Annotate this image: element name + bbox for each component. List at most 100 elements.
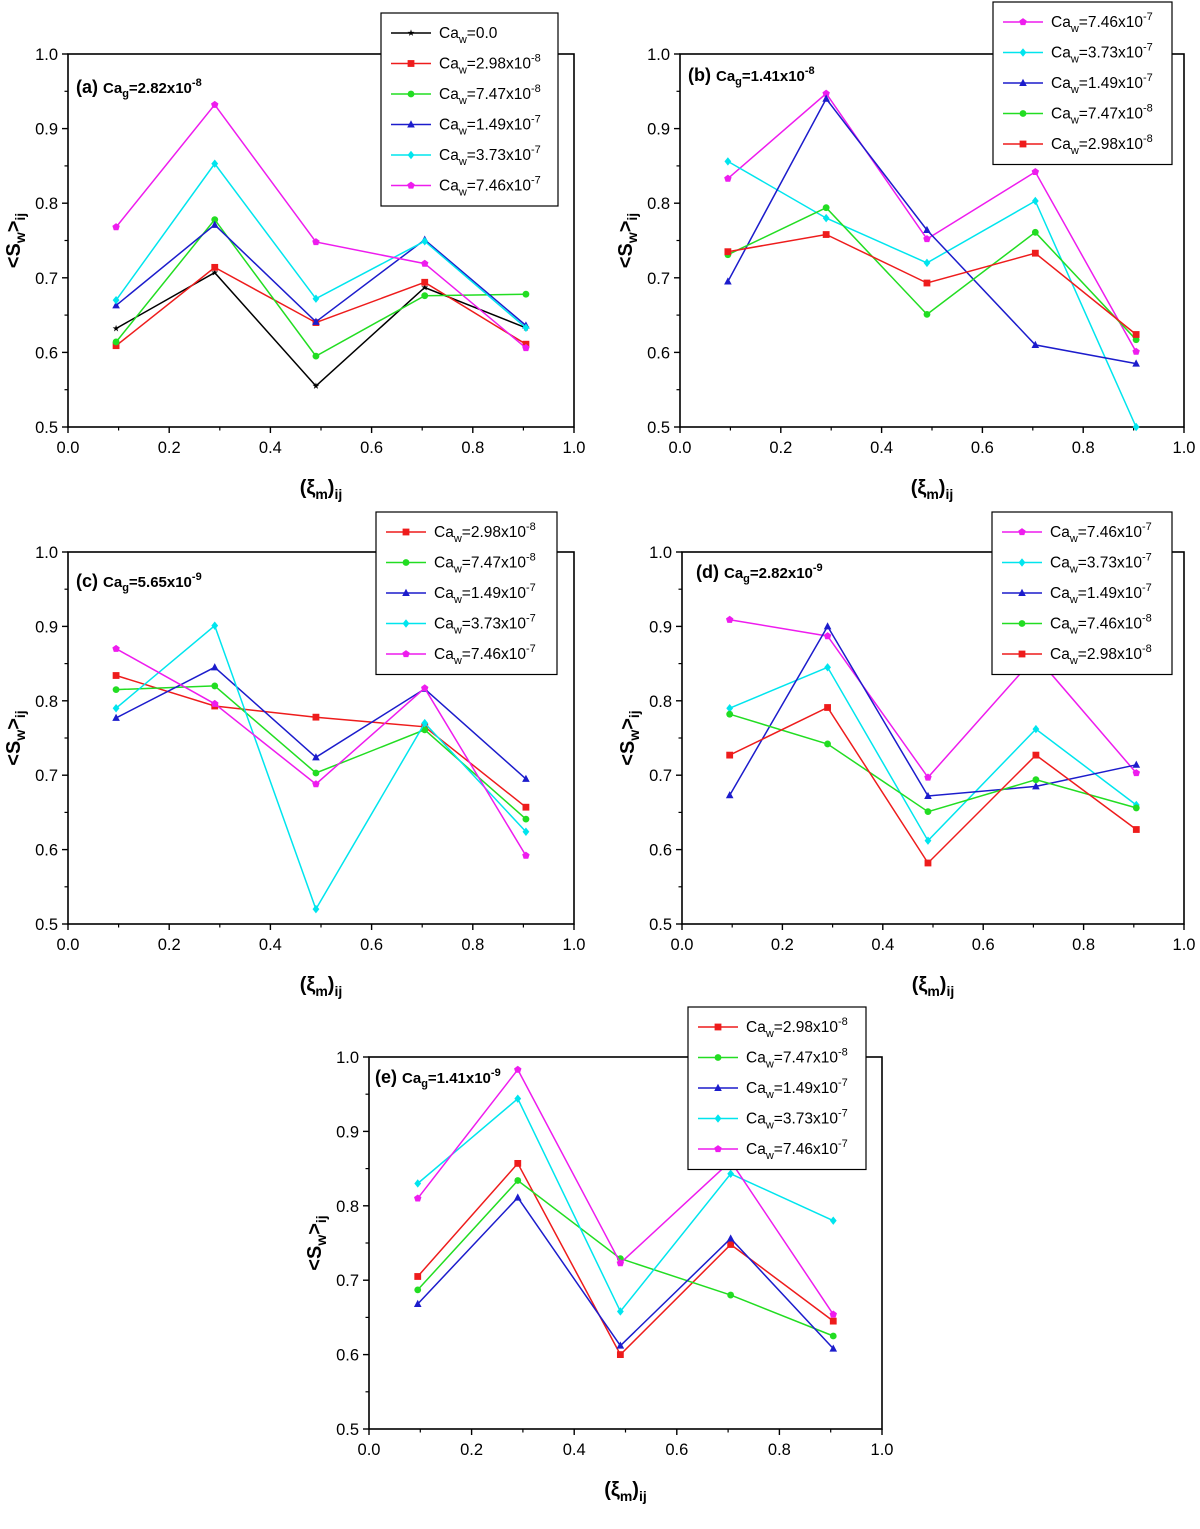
data-point bbox=[211, 268, 219, 276]
series bbox=[414, 1177, 837, 1340]
legend-marker bbox=[714, 1054, 722, 1061]
data-point bbox=[923, 225, 931, 234]
y-tick-label: 0.5 bbox=[647, 419, 670, 437]
series bbox=[112, 268, 530, 389]
x-tick-label: 0.6 bbox=[971, 439, 994, 457]
y-axis-label: <Sw>ij bbox=[3, 710, 28, 765]
x-tick-label: 0.6 bbox=[665, 1441, 688, 1459]
data-point bbox=[824, 704, 831, 711]
series bbox=[724, 204, 1140, 344]
data-point bbox=[414, 1273, 422, 1280]
panel-title: (d) Cag=2.82x10-9 bbox=[696, 562, 823, 585]
data-point bbox=[312, 769, 320, 777]
y-tick-label: 0.9 bbox=[35, 121, 58, 139]
series-line bbox=[727, 206, 1137, 341]
chart-panel: 0.0 0.2 0.4 0.6 0.8 1.0 0.5 0.6 0.7 0.8 0.9 1.0 (ξm)… bbox=[3, 12, 585, 502]
data-point bbox=[211, 263, 219, 271]
data-point bbox=[312, 713, 320, 721]
legend: Caw=7.46x10-7 Caw=3.73x10-7 Caw=1.49x10-7 C… bbox=[991, 511, 1173, 676]
legend: Caw=2.98x10-8 Caw=7.47x10-8 Caw=1.49x10-7 C… bbox=[375, 511, 558, 676]
legend-marker bbox=[1018, 588, 1026, 596]
data-point bbox=[421, 278, 429, 286]
legend: Caw=2.98x10-8 Caw=7.47x10-8 Caw=1.49x10-7 C… bbox=[687, 1006, 867, 1171]
legend-label: Caw=7.46x10-7 bbox=[746, 1138, 848, 1162]
legend-label: Caw=3.73x10-7 bbox=[1050, 552, 1152, 576]
series-line bbox=[727, 160, 1137, 428]
legend-label: Caw=1.49x10-7 bbox=[1050, 582, 1152, 606]
panel-title: (e) Cag=1.41x10-9 bbox=[375, 1067, 501, 1090]
x-tick-label: 0.8 bbox=[461, 439, 484, 457]
x-tick-label: 0.2 bbox=[158, 936, 181, 954]
data-point bbox=[312, 382, 320, 389]
data-point bbox=[726, 1234, 735, 1242]
data-point bbox=[112, 223, 120, 231]
legend-label: Caw=1.49x10-7 bbox=[1051, 72, 1153, 96]
x-tick-label: 1.0 bbox=[871, 1441, 894, 1459]
y-tick-label: 0.9 bbox=[336, 1123, 359, 1141]
data-point bbox=[616, 1307, 624, 1316]
legend-marker bbox=[1018, 650, 1026, 658]
y-tick-label: 0.9 bbox=[647, 121, 670, 139]
data-point bbox=[421, 718, 429, 728]
y-axis-label: <Sw>ij bbox=[615, 213, 640, 268]
series-line bbox=[727, 233, 1137, 336]
legend-marker bbox=[407, 60, 415, 67]
chart-panel: 0.0 0.2 0.4 0.6 0.8 1.0 0.5 0.6 0.7 0.8 0.9 1.0 (ξm)… bbox=[617, 511, 1195, 999]
x-tick-label: 1.0 bbox=[563, 936, 586, 954]
x-axis-label: (ξm)ij bbox=[911, 477, 953, 502]
data-point bbox=[1032, 776, 1040, 784]
y-tick-label: 0.7 bbox=[647, 270, 670, 288]
legend-label: Caw=2.98x10-8 bbox=[1051, 133, 1153, 157]
series-line bbox=[115, 271, 527, 388]
series-line bbox=[729, 666, 1137, 842]
legend-marker bbox=[402, 619, 410, 628]
series bbox=[112, 682, 530, 823]
y-tick-label: 0.7 bbox=[35, 270, 58, 288]
data-point bbox=[822, 231, 830, 238]
x-tick-label: 0.6 bbox=[972, 936, 995, 954]
data-point bbox=[1031, 249, 1039, 257]
data-point bbox=[210, 663, 219, 671]
series bbox=[725, 615, 1141, 781]
data-point bbox=[924, 773, 932, 781]
y-tick-label: 0.9 bbox=[649, 618, 672, 636]
data-point bbox=[421, 292, 429, 300]
series bbox=[112, 672, 530, 811]
data-point bbox=[514, 1065, 522, 1073]
legend-marker bbox=[1019, 110, 1027, 117]
series-line bbox=[729, 706, 1137, 865]
legend-marker bbox=[402, 528, 410, 536]
data-point bbox=[724, 248, 732, 256]
data-point bbox=[211, 699, 219, 707]
legend-label: Caw=2.98x10-8 bbox=[434, 521, 536, 545]
series bbox=[724, 157, 1140, 432]
data-point bbox=[923, 258, 931, 268]
legend-label: Caw=1.49x10-7 bbox=[434, 582, 536, 606]
data-point bbox=[522, 803, 530, 811]
data-point bbox=[312, 294, 320, 303]
x-tick-label: 0.8 bbox=[461, 936, 484, 954]
data-point bbox=[312, 317, 320, 325]
legend-label: Caw=7.46x10-8 bbox=[1050, 613, 1152, 637]
data-point bbox=[616, 1341, 625, 1349]
series bbox=[413, 1193, 838, 1352]
data-point bbox=[823, 622, 832, 630]
data-point bbox=[1132, 331, 1140, 338]
series-line bbox=[115, 266, 527, 347]
data-point bbox=[211, 216, 219, 224]
y-tick-label: 1.0 bbox=[647, 46, 670, 64]
x-tick-label: 0.0 bbox=[669, 439, 692, 457]
legend-label: Caw=7.46x10-7 bbox=[439, 175, 541, 199]
data-point bbox=[522, 290, 530, 298]
data-point bbox=[522, 323, 530, 332]
legend-marker bbox=[407, 150, 415, 160]
series bbox=[414, 1065, 837, 1318]
data-point bbox=[1031, 228, 1039, 236]
panel-title: (c) Cag=5.65x10-9 bbox=[76, 571, 202, 594]
y-axis-label: <Sw>ij bbox=[304, 1215, 329, 1270]
panel-title: (b) Cag=1.41x10-8 bbox=[688, 65, 815, 88]
data-point bbox=[822, 204, 830, 212]
data-point bbox=[112, 338, 120, 346]
data-point bbox=[211, 621, 219, 630]
